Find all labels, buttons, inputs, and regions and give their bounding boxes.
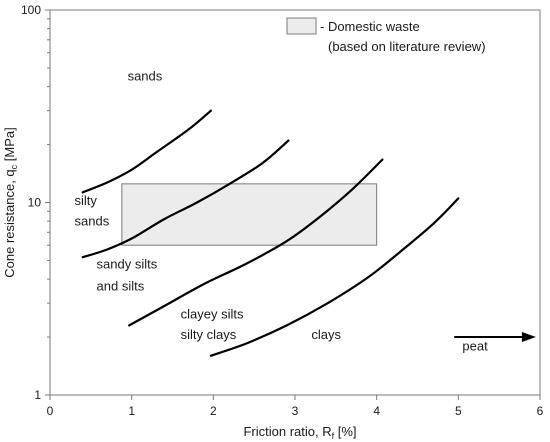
- x-tick-label: 3: [292, 404, 299, 418]
- x-tick-label: 2: [210, 404, 217, 418]
- y-tick-label: 1: [34, 388, 41, 402]
- legend-label: - Domestic waste: [320, 19, 420, 34]
- boundary-curve-1: [81, 109, 212, 194]
- x-axis-title: Friction ratio, Rf [%]: [243, 424, 356, 441]
- boundary-curve-2: [81, 139, 290, 259]
- legend-label-note: (based on literature review): [328, 39, 486, 54]
- x-tick-label: 6: [537, 404, 544, 418]
- zone-label-sands: sands: [75, 213, 110, 228]
- x-tick-label: 0: [47, 404, 54, 418]
- boundary-curve-4: [209, 197, 460, 357]
- zone-label-clayey-silts: clayey silts: [181, 306, 244, 321]
- y-tick-label: 10: [28, 196, 42, 210]
- x-tick-label: 4: [373, 404, 380, 418]
- y-tick-label: 100: [21, 3, 41, 17]
- zone-label-sandy-silts: sandy silts: [97, 256, 158, 271]
- peat-arrow-head: [521, 332, 536, 343]
- zone-label-silty: silty: [75, 193, 98, 208]
- zone-label-silty-clays: silty clays: [181, 327, 237, 342]
- legend-swatch: [286, 17, 317, 35]
- x-tick-label: 5: [455, 404, 462, 418]
- y-axis-title: Cone resistance, qc [MPa]: [2, 127, 19, 277]
- zone-label-clays: clays: [311, 327, 341, 342]
- zone-label-sands: sands: [128, 69, 163, 84]
- zone-label-and-silts: and silts: [97, 278, 145, 293]
- x-tick-label: 1: [128, 404, 135, 418]
- zone-label-peat: peat: [462, 339, 488, 354]
- domestic-waste-zone: [121, 183, 378, 246]
- boundary-curve-3: [128, 158, 384, 327]
